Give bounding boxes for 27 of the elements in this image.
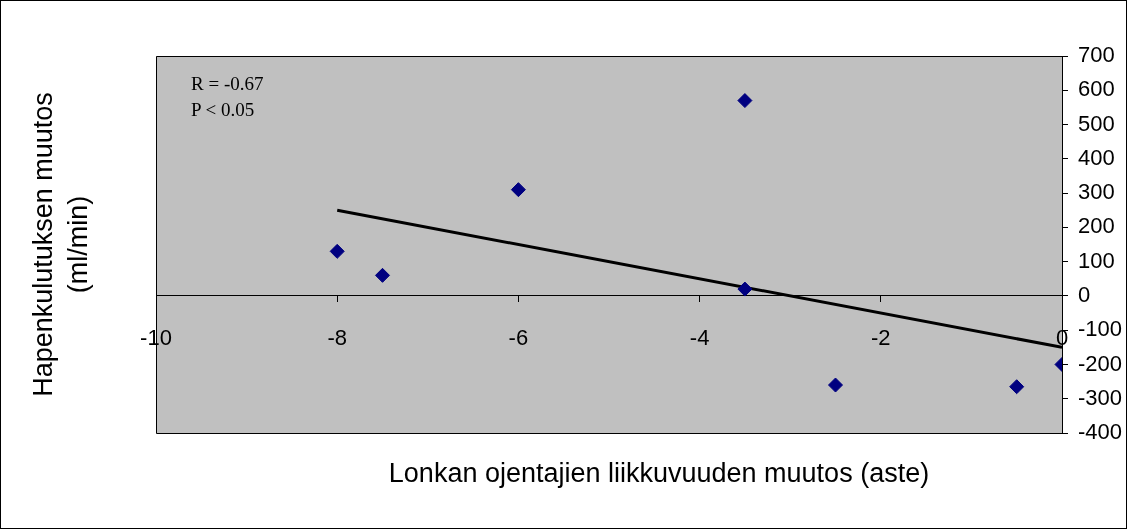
point bbox=[737, 93, 753, 109]
y-tick-label: 600 bbox=[1078, 76, 1115, 102]
point bbox=[329, 243, 345, 259]
annotation: P < 0.05 bbox=[191, 99, 255, 121]
y-tick-label: 100 bbox=[1078, 247, 1115, 273]
point bbox=[510, 182, 526, 198]
x-tick-label: -8 bbox=[327, 325, 347, 351]
point bbox=[828, 377, 843, 393]
y-tick-label: 400 bbox=[1078, 144, 1115, 170]
y-tick-label: 300 bbox=[1078, 179, 1115, 205]
y-tick-label: -100 bbox=[1078, 316, 1123, 342]
y-tick-label: -200 bbox=[1078, 350, 1123, 376]
y-tick-label: 0 bbox=[1078, 281, 1091, 307]
y-tick-label: 700 bbox=[1078, 42, 1115, 68]
point bbox=[1009, 379, 1025, 395]
annotation: R = -0.67 bbox=[191, 73, 264, 95]
point bbox=[375, 267, 390, 283]
x-tick-label: -2 bbox=[871, 325, 891, 351]
x-tick-label: -4 bbox=[689, 325, 710, 351]
x-axis-title: Lonkan ojentajien liikkuvuuden muutos (aste) bbox=[388, 457, 930, 488]
y-tick-label: 500 bbox=[1078, 110, 1115, 136]
point bbox=[737, 281, 753, 297]
y-tick-label: -400 bbox=[1078, 419, 1123, 445]
y-tick-label: -300 bbox=[1078, 384, 1123, 410]
x-tick-label: -6 bbox=[508, 325, 529, 351]
y-tick-label: 200 bbox=[1078, 213, 1115, 239]
y-axis-title: Hapenkulutuksen muutos (ml/min) bbox=[27, 92, 93, 397]
